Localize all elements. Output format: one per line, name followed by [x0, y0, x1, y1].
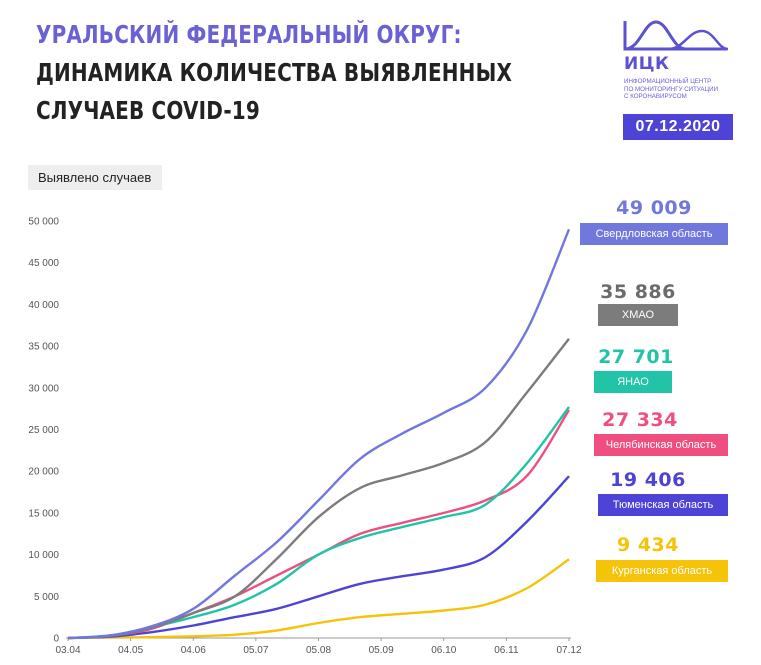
series-final-value: 19 406	[610, 469, 686, 491]
series-name-tag: Челябинская область	[594, 434, 728, 456]
series-name-tag: ХМАО	[598, 304, 678, 326]
series-line	[67, 337, 570, 640]
y-tick-label: 50 000	[28, 217, 59, 228]
series-name-tag: Тюменская область	[598, 494, 728, 516]
logo-subtitle-line: по мониторингу ситуации	[624, 85, 719, 93]
y-tick-label: 25 000	[28, 425, 59, 436]
x-tick-label: 07.12	[556, 645, 581, 656]
title-line-2: ДИНАМИКА КОЛИЧЕСТВА ВЫЯВЛЕННЫХ	[36, 58, 513, 87]
y-tick-label: 0	[53, 634, 59, 645]
series-line	[67, 475, 570, 640]
series-line	[67, 558, 570, 640]
series-final-value: 27 701	[598, 346, 674, 368]
series-line	[67, 409, 571, 640]
x-tick-label: 03.04	[55, 645, 80, 656]
series-name-tag: Свердловская область	[580, 223, 728, 245]
logo-subtitle: Информационный центр по мониторингу ситу…	[624, 78, 734, 101]
y-axis-label: Выявлено случаев	[28, 165, 163, 190]
series-name-tag: Курганская область	[596, 560, 728, 582]
logo-name: ИЦК	[624, 54, 670, 74]
series-final-value: 27 334	[602, 409, 678, 431]
series-name-tag: ЯНАО	[594, 371, 672, 393]
logo: ИЦК Информационный центр по мониторингу …	[622, 18, 732, 100]
series-final-value: 49 009	[616, 197, 692, 219]
date-badge: 07.12.2020	[623, 114, 733, 140]
x-tick-label: 04.06	[181, 645, 206, 656]
y-tick-label: 20 000	[28, 467, 59, 478]
x-tick-label: 06.10	[431, 645, 456, 656]
y-tick-label: 5 000	[34, 592, 59, 603]
y-tick-label: 30 000	[28, 383, 59, 394]
y-tick-label: 45 000	[28, 258, 59, 269]
logo-subtitle-line: с коронавирусом	[624, 93, 687, 100]
title-line-3: СЛУЧАЕВ COVID-19	[36, 96, 260, 125]
y-tick-label: 10 000	[28, 550, 59, 561]
x-tick-label: 05.07	[243, 645, 268, 656]
y-tick-label: 15 000	[28, 508, 59, 519]
y-tick-label: 35 000	[28, 342, 59, 353]
series-final-value: 9 434	[617, 534, 679, 556]
series-line	[67, 228, 571, 640]
logo-subtitle-line: Информационный центр	[624, 78, 712, 85]
x-tick-label: 06.11	[494, 645, 519, 656]
title-line-1: УРАЛЬСКИЙ ФЕДЕРАЛЬНЫЙ ОКРУГ:	[36, 20, 462, 49]
x-tick-label: 04.05	[118, 645, 143, 656]
x-tick-label: 05.08	[306, 645, 331, 656]
x-tick-label: 05.09	[369, 645, 394, 656]
y-tick-label: 40 000	[28, 300, 59, 311]
logo-wave-icon	[623, 20, 729, 51]
series-final-value: 35 886	[600, 281, 676, 303]
